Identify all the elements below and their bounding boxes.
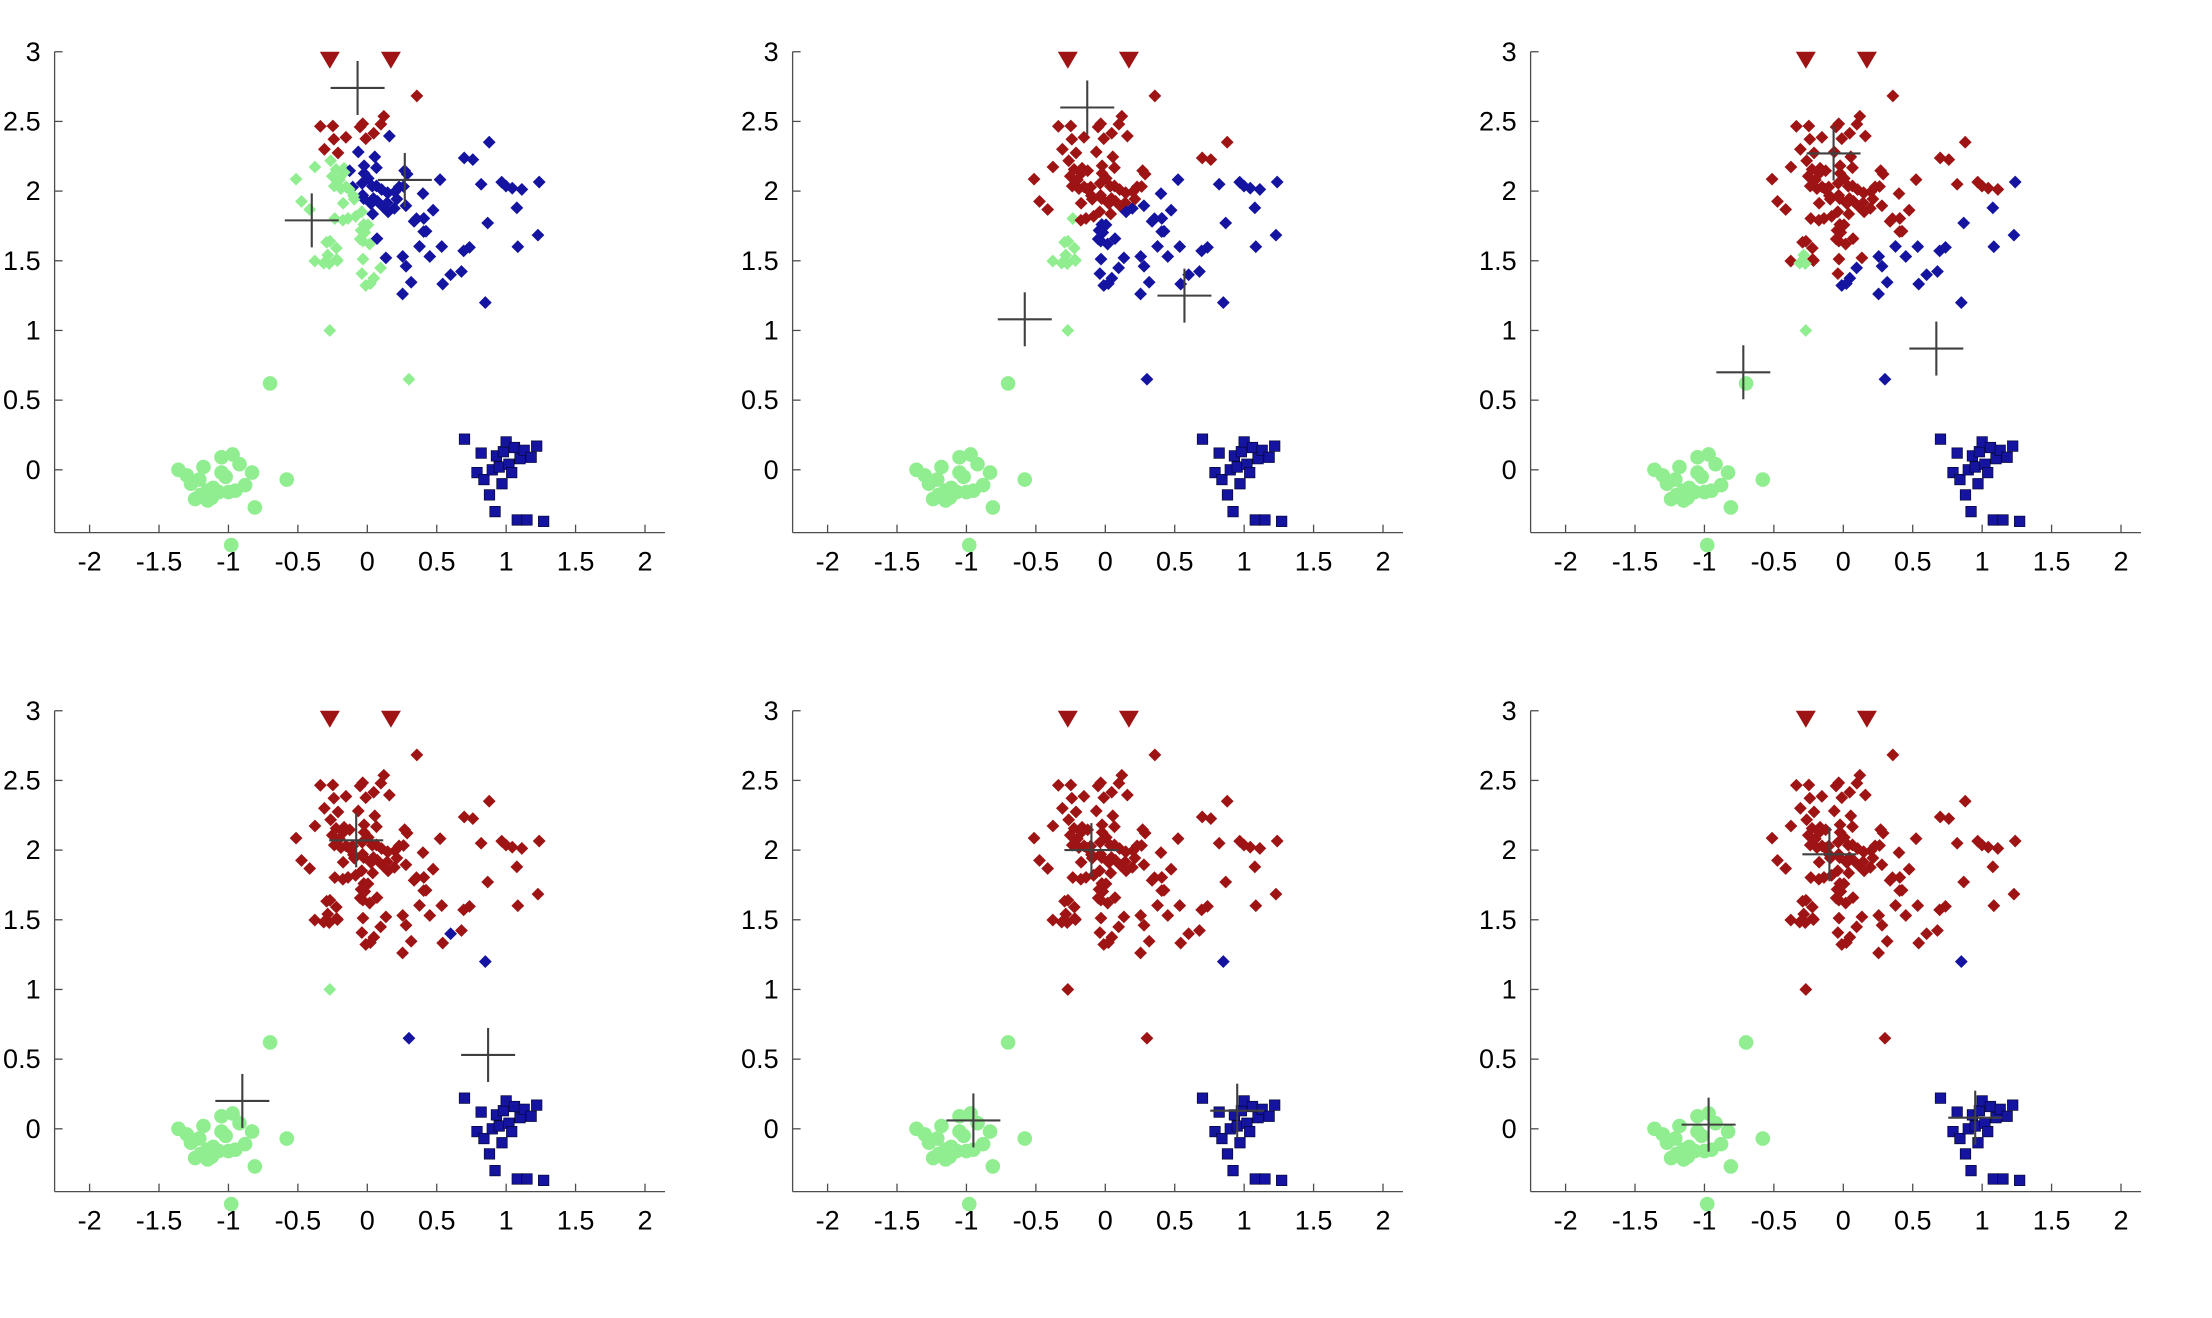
svg-text:2: 2 [1502, 835, 1517, 865]
svg-text:-1: -1 [954, 547, 978, 577]
svg-text:1: 1 [1975, 547, 1990, 577]
svg-text:1.5: 1.5 [741, 246, 779, 276]
svg-text:2.5: 2.5 [1479, 106, 1517, 136]
svg-text:2: 2 [2113, 547, 2128, 577]
svg-text:2.5: 2.5 [3, 106, 41, 136]
svg-text:0.5: 0.5 [1894, 1206, 1932, 1236]
svg-text:0.5: 0.5 [1156, 1206, 1194, 1236]
svg-text:0.5: 0.5 [1479, 385, 1517, 415]
svg-text:0: 0 [26, 455, 41, 485]
svg-text:0: 0 [26, 1114, 41, 1144]
svg-text:1: 1 [1502, 315, 1517, 345]
svg-text:-0.5: -0.5 [1013, 547, 1060, 577]
svg-text:3: 3 [1502, 696, 1517, 726]
svg-text:2: 2 [26, 835, 41, 865]
svg-text:-2: -2 [816, 1206, 840, 1236]
svg-text:1.5: 1.5 [3, 905, 41, 935]
svg-text:0.5: 0.5 [418, 547, 456, 577]
svg-text:0.5: 0.5 [1156, 547, 1194, 577]
svg-text:1: 1 [1502, 974, 1517, 1004]
svg-text:1.5: 1.5 [1295, 547, 1333, 577]
svg-text:-1: -1 [954, 1206, 978, 1236]
svg-text:0: 0 [764, 455, 779, 485]
svg-text:-2: -2 [816, 547, 840, 577]
svg-text:-1.5: -1.5 [874, 547, 921, 577]
svg-text:1.5: 1.5 [3, 246, 41, 276]
svg-text:2: 2 [637, 1206, 652, 1236]
svg-text:2: 2 [26, 176, 41, 206]
svg-text:1.5: 1.5 [557, 1206, 595, 1236]
svg-text:0: 0 [1502, 1114, 1517, 1144]
svg-text:0: 0 [360, 547, 375, 577]
svg-text:0: 0 [1098, 547, 1113, 577]
svg-text:0: 0 [1836, 1206, 1851, 1236]
svg-text:-2: -2 [1554, 547, 1578, 577]
svg-text:-1.5: -1.5 [1612, 1206, 1659, 1236]
svg-text:0: 0 [1098, 1206, 1113, 1236]
svg-text:1.5: 1.5 [557, 547, 595, 577]
svg-text:-1.5: -1.5 [874, 1206, 921, 1236]
svg-text:-2: -2 [78, 1206, 102, 1236]
svg-text:0.5: 0.5 [1894, 547, 1932, 577]
svg-text:1.5: 1.5 [2033, 1206, 2071, 1236]
svg-text:-2: -2 [1554, 1206, 1578, 1236]
svg-text:0.5: 0.5 [741, 1044, 779, 1074]
svg-text:0.5: 0.5 [3, 385, 41, 415]
svg-text:-1.5: -1.5 [1612, 547, 1659, 577]
svg-text:2.5: 2.5 [3, 765, 41, 795]
svg-text:0: 0 [360, 1206, 375, 1236]
svg-text:2: 2 [637, 547, 652, 577]
svg-text:1: 1 [1237, 1206, 1252, 1236]
svg-text:-1.5: -1.5 [136, 1206, 183, 1236]
svg-text:2: 2 [764, 835, 779, 865]
svg-text:3: 3 [764, 696, 779, 726]
svg-text:1: 1 [1975, 1206, 1990, 1236]
svg-text:-1: -1 [1692, 547, 1716, 577]
svg-text:3: 3 [764, 37, 779, 67]
svg-text:1: 1 [764, 315, 779, 345]
svg-text:0: 0 [1836, 547, 1851, 577]
svg-text:0.5: 0.5 [741, 385, 779, 415]
svg-text:3: 3 [26, 37, 41, 67]
svg-text:2: 2 [1375, 547, 1390, 577]
svg-text:-1.5: -1.5 [136, 547, 183, 577]
svg-text:-0.5: -0.5 [1751, 547, 1798, 577]
svg-text:1.5: 1.5 [741, 905, 779, 935]
svg-text:2: 2 [764, 176, 779, 206]
svg-text:2.5: 2.5 [1479, 765, 1517, 795]
svg-text:0.5: 0.5 [1479, 1044, 1517, 1074]
svg-text:1.5: 1.5 [2033, 547, 2071, 577]
svg-text:1.5: 1.5 [1479, 246, 1517, 276]
svg-text:3: 3 [26, 696, 41, 726]
svg-text:1: 1 [26, 315, 41, 345]
svg-text:-0.5: -0.5 [1751, 1206, 1798, 1236]
svg-text:2: 2 [1502, 176, 1517, 206]
svg-text:0: 0 [764, 1114, 779, 1144]
svg-text:-0.5: -0.5 [275, 1206, 322, 1236]
svg-text:0.5: 0.5 [3, 1044, 41, 1074]
svg-text:0.5: 0.5 [418, 1206, 456, 1236]
svg-text:0: 0 [1502, 455, 1517, 485]
svg-text:2.5: 2.5 [741, 106, 779, 136]
svg-text:1: 1 [26, 974, 41, 1004]
svg-text:2: 2 [2113, 1206, 2128, 1236]
svg-text:1: 1 [1237, 547, 1252, 577]
svg-text:-0.5: -0.5 [275, 547, 322, 577]
svg-text:2.5: 2.5 [741, 765, 779, 795]
svg-text:1.5: 1.5 [1479, 905, 1517, 935]
svg-text:1: 1 [499, 1206, 514, 1236]
svg-text:-1: -1 [1692, 1206, 1716, 1236]
svg-text:2: 2 [1375, 1206, 1390, 1236]
svg-text:-1: -1 [216, 547, 240, 577]
svg-text:-2: -2 [78, 547, 102, 577]
svg-text:-0.5: -0.5 [1013, 1206, 1060, 1236]
svg-text:1: 1 [499, 547, 514, 577]
svg-text:1: 1 [764, 974, 779, 1004]
svg-text:-1: -1 [216, 1206, 240, 1236]
svg-text:3: 3 [1502, 37, 1517, 67]
svg-text:1.5: 1.5 [1295, 1206, 1333, 1236]
